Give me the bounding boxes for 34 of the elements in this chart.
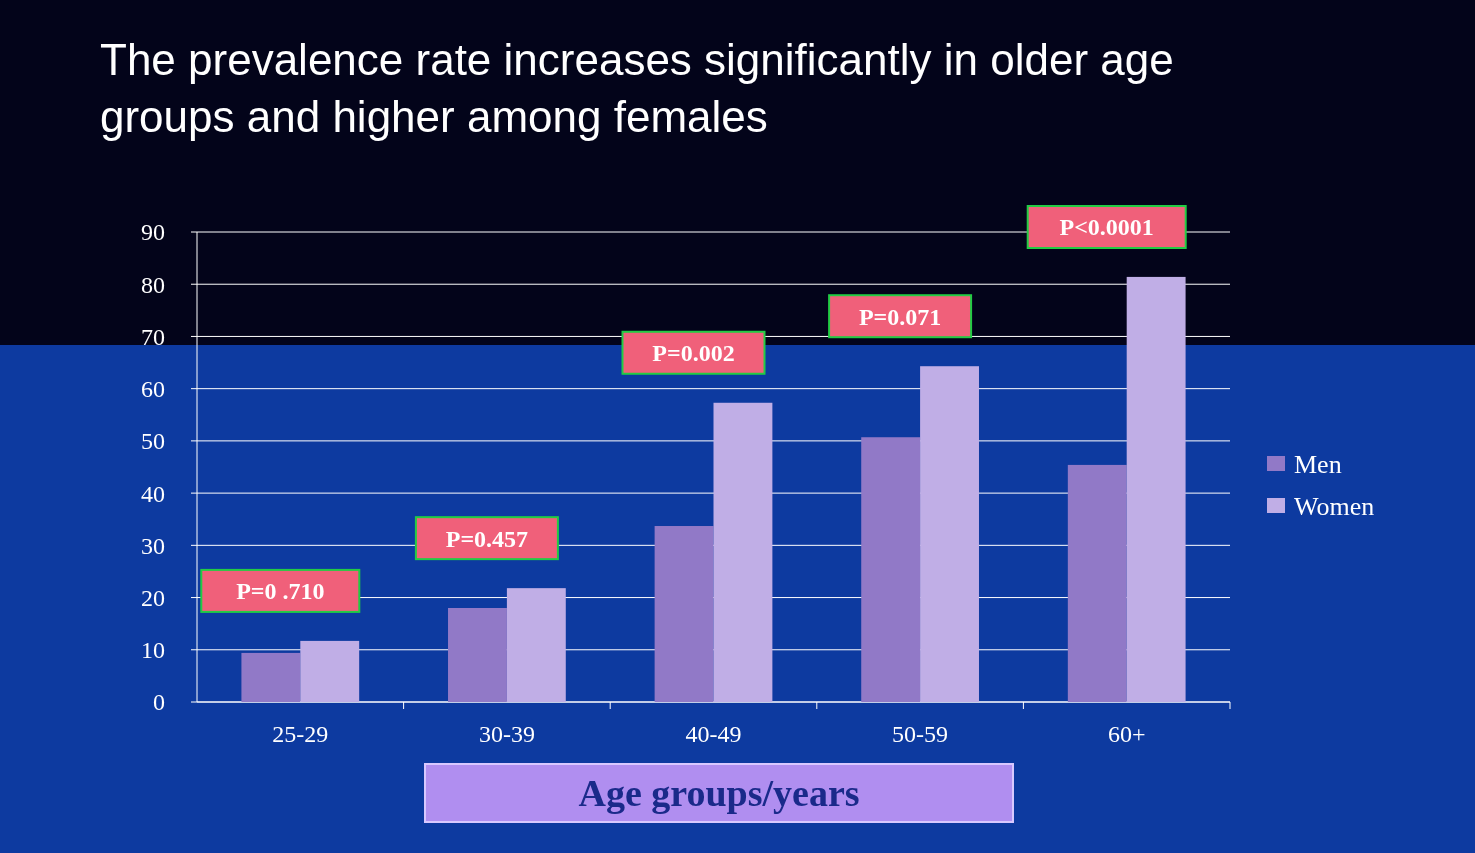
bar [1126, 276, 1186, 702]
annotation: P<0.0001 [1059, 214, 1154, 241]
bar [861, 437, 921, 702]
y-tick-label: 60 [141, 376, 165, 403]
bar [1067, 464, 1127, 702]
bar [654, 526, 714, 702]
x-tick-label: 50-59 [892, 721, 949, 747]
bar [300, 640, 360, 702]
annotation: P=0.002 [652, 340, 735, 367]
y-tick-label: 0 [153, 689, 165, 716]
y-tick-label: 30 [141, 532, 165, 559]
x-tick-label: 40-49 [685, 721, 742, 747]
x-axis-title: Age groups/years [578, 772, 860, 815]
x-tick-label: 60+ [1107, 721, 1146, 747]
bar [506, 588, 566, 702]
bar [920, 366, 979, 702]
bar [241, 652, 301, 702]
bar [448, 608, 507, 702]
y-tick-label: 80 [141, 271, 165, 298]
x-tick-label: 25-29 [272, 721, 329, 747]
chart-title: The prevalence rate increases significantly in older age groups and higher among females [100, 35, 1174, 141]
y-tick-label: 40 [141, 480, 165, 507]
annotation: P=0 .710 [236, 578, 325, 605]
annotation: P=0.071 [858, 303, 942, 330]
y-tick-label: 50 [141, 428, 165, 455]
annotation: P=0.457 [445, 525, 529, 552]
y-tick-label: 10 [141, 637, 165, 664]
legend-label: Men [1294, 450, 1342, 480]
y-tick-label: 20 [141, 584, 165, 611]
bar [713, 402, 773, 702]
y-tick-label: 90 [141, 219, 165, 246]
y-tick-label: 70 [141, 323, 165, 350]
x-tick-label: 30-39 [478, 721, 535, 747]
legend-label: Women [1294, 492, 1375, 522]
